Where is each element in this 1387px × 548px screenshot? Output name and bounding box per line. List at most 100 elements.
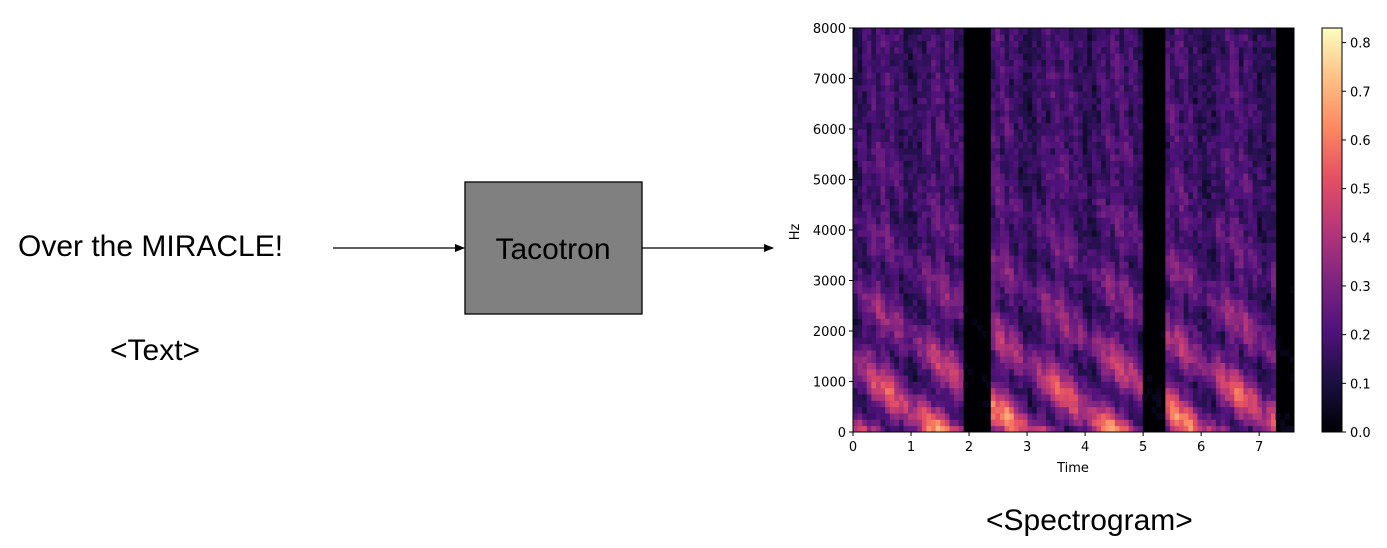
spectrogram-cell [1183,425,1189,433]
spectrogram-cell [1064,236,1070,244]
spectrogram-cell [871,356,877,363]
spectrogram-cell [903,91,909,98]
spectrogram-cell [1087,286,1093,294]
spectrogram-cell [1202,103,1208,111]
spectrogram-cell [1032,248,1038,256]
spectrogram-cell [1128,286,1134,294]
spectrogram-cell [853,160,858,168]
spectrogram-cell [1257,255,1263,262]
spectrogram-cell [1243,160,1249,168]
spectrogram-cell [931,356,937,363]
spectrogram-cell [1169,28,1175,35]
spectrogram-cell [1119,217,1125,225]
spectrogram-cell [1000,343,1005,351]
spectrogram-cell [921,425,927,433]
spectrogram-cell [1215,217,1221,225]
spectrogram-cell [1243,141,1249,149]
spectrogram-cell [1211,337,1217,345]
spectrogram-cell [1073,59,1079,67]
spectrogram-cell [1059,179,1065,187]
spectrogram-cell [1165,274,1171,281]
spectrogram-cell [1022,387,1028,395]
spectrogram-cell [894,381,900,389]
spectrogram-cell [903,406,909,414]
spectrogram-cell [1004,274,1010,281]
spectrogram-cell [995,299,1001,307]
spectrogram-cell [1032,293,1038,300]
spectrogram-cell [1238,53,1244,60]
spectrogram-cell [1243,84,1249,92]
spectrogram-cell [1045,160,1051,168]
spectrogram-cell [1018,349,1024,357]
spectrogram-cell [1124,97,1130,105]
spectrogram-cell [1018,28,1024,35]
spectrogram-cell [1133,141,1139,149]
spectrogram-cell [1073,255,1079,262]
spectrogram-cell [1055,65,1061,73]
spectrogram-cell [1197,242,1203,250]
spectrogram-cell [1013,356,1019,363]
spectrogram-cell [1027,65,1033,73]
spectrogram-cell [1202,110,1208,117]
spectrogram-cell [1073,381,1079,389]
spectrogram-cell [1165,356,1171,363]
spectrogram-cell [1032,154,1038,161]
spectrogram-cell [1243,116,1249,124]
spectrogram-cell [1243,78,1249,86]
spectrogram-cell [1206,53,1212,60]
spectrogram-cell [1101,337,1107,345]
spectrogram-cell [926,413,932,420]
spectrogram-cell [898,286,904,294]
spectrogram-cell [862,91,868,98]
spectrogram-cell [880,84,886,92]
spectrogram-cell [1238,72,1244,79]
spectrogram-cell [1036,116,1042,124]
spectrogram-cell [1050,331,1056,338]
spectrogram-cell [1059,84,1065,92]
spectrogram-cell [1013,242,1019,250]
spectrogram-cell [1045,129,1051,136]
spectrogram-cell [1110,185,1116,193]
spectrogram-cell [1027,59,1033,67]
spectrogram-cell [1124,248,1130,256]
spectrogram-cell [1229,255,1235,262]
spectrogram-cell [990,97,996,105]
spectrogram-cell [1009,91,1015,98]
spectrogram-cell [1091,116,1097,124]
spectrogram-cell [894,116,900,124]
spectrogram-cell [1064,103,1070,111]
spectrogram-cell [1133,46,1139,54]
spectrogram-cell [862,362,868,370]
spectrogram-cell [1238,425,1244,433]
spectrogram-cell [935,381,941,389]
spectrogram-cell [1082,280,1088,288]
spectrogram-cell [935,236,941,244]
spectrogram-cell [1220,337,1226,345]
spectrogram-cell [1036,242,1042,250]
spectrogram-cell [1027,337,1033,345]
spectrogram-cell [857,230,863,237]
spectrogram-cell [926,248,932,256]
spectrogram-cell [1169,255,1175,262]
spectrogram-cell [1243,46,1249,54]
spectrogram-cell [1036,261,1042,269]
spectrogram-cell [1197,78,1203,86]
spectrogram-cell [1018,53,1024,60]
spectrogram-cell [1000,185,1005,193]
spectrogram-cell [908,255,914,262]
spectrogram-cell [871,394,877,401]
spectrogram-cell [1220,173,1226,180]
spectrogram-cell [1036,400,1042,408]
spectrogram-cell [1105,154,1111,161]
spectrogram-cell [1165,413,1171,420]
spectrogram-cell [1064,242,1070,250]
spectrogram-cell [1229,343,1235,351]
spectrogram-cell [954,91,960,98]
spectrogram-cell [1211,293,1217,300]
spectrogram-cell [990,331,996,338]
spectrogram-cell [912,425,918,433]
spectrogram-cell [1091,286,1097,294]
spectrogram-cell [1229,179,1235,187]
spectrogram-cell [912,46,918,54]
spectrogram-cell [866,274,872,281]
